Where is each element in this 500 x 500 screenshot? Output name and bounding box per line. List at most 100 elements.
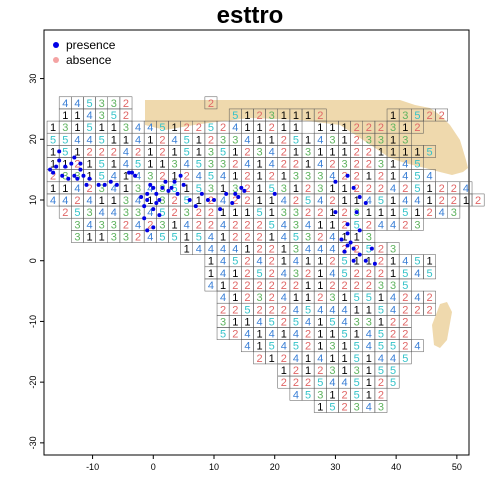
grid-cell-label: 5	[305, 195, 311, 207]
grid-cell-label: 4	[244, 159, 250, 171]
grid-cell: 4	[277, 193, 291, 207]
grid-cell-label: 5	[414, 256, 420, 268]
grid-cell-label: 4	[135, 219, 141, 231]
grid-cell: 1	[313, 278, 327, 292]
grid-cell-label: 2	[378, 244, 384, 256]
grid-cell: 5	[180, 132, 194, 146]
grid-cell-label: 1	[341, 183, 347, 195]
grid-cell-label: 5	[378, 304, 384, 316]
grid-cell-label: 1	[354, 304, 360, 316]
grid-cell-label: 2	[147, 219, 153, 231]
grid-cell: 3	[204, 181, 218, 195]
grid-cell: 2	[253, 217, 266, 231]
grid-cell-label: 4	[402, 171, 408, 183]
grid-cell: 1	[119, 181, 133, 195]
grid-cell: 2	[374, 169, 388, 183]
grid-cell-label: 2	[354, 122, 360, 134]
grid-cell: 2	[265, 242, 278, 256]
grid-cell: 2	[95, 145, 109, 158]
grid-cell: 4	[241, 157, 254, 171]
grid-cell-label: 2	[439, 110, 445, 122]
grid-cell-label: 1	[281, 110, 287, 122]
grid-cell-label: 2	[74, 159, 80, 171]
grid-cell-label: 5	[402, 268, 408, 280]
grid-cell: 1	[71, 120, 84, 134]
chart-title: esttro	[216, 2, 284, 29]
grid-cell-label: 5	[414, 183, 420, 195]
grid-cell-label: 2	[244, 146, 250, 158]
presence-point	[51, 170, 56, 175]
grid-cell-label: 2	[354, 280, 360, 292]
grid-cell-label: 1	[305, 256, 311, 268]
grid-cell: 2	[241, 145, 254, 158]
grid-cell-label: 1	[329, 389, 335, 401]
grid-cell-label: 2	[451, 183, 457, 195]
grid-cell-label: 4	[147, 183, 153, 195]
grid-cell-label: 1	[74, 122, 80, 134]
grid-cell: 5	[350, 290, 363, 304]
grid-cell-label: 2	[232, 195, 238, 207]
grid-cell: 2	[131, 230, 145, 243]
grid-cells-layer: 4 4 5 3 3 2 21 1 4 3 5 2 5 1 2 3 1 1 1 2 1 3 5 2 21 3 1 5 1 1 3 4 4 5 1 2 2 5…	[46, 96, 485, 413]
grid-cell-label: 2	[244, 231, 250, 243]
grid-cell-label: 1	[329, 146, 335, 158]
presence-point	[66, 176, 71, 181]
grid-cell: 4	[398, 254, 412, 268]
grid-cell-label: 1	[402, 122, 408, 134]
grid-cell-box	[435, 108, 448, 122]
grid-cell: 4	[338, 302, 351, 316]
grid-cell-label: 2	[196, 207, 202, 219]
grid-cell-label: 1	[293, 146, 299, 158]
grid-cell: 5	[156, 205, 169, 219]
grid-cell: 5	[423, 266, 436, 280]
grid-cell-label: 2	[378, 377, 384, 389]
grid-cell-label: 2	[281, 316, 287, 328]
grid-cell-label: 1	[269, 353, 275, 365]
grid-cell: 4	[119, 145, 133, 158]
grid-cell: 2	[362, 157, 376, 171]
grid-cell-box	[423, 302, 436, 316]
grid-cell-label: 5	[414, 110, 420, 122]
presence-point	[148, 182, 153, 187]
grid-cell: 2	[289, 363, 303, 377]
grid-cell: 2	[277, 278, 291, 292]
grid-cell: 3	[374, 400, 388, 413]
legend-presence-marker	[53, 42, 59, 48]
grid-cell-label: 4	[74, 98, 80, 110]
grid-cell: 3	[350, 363, 363, 377]
grid-cell-label: 4	[244, 329, 250, 341]
presence-point	[114, 182, 119, 187]
grid-cell-label: 2	[184, 171, 190, 183]
grid-cell-label: 2	[208, 134, 214, 146]
presence-point	[96, 182, 101, 187]
grid-cell-label: 2	[378, 256, 384, 268]
grid-cell: 1	[46, 120, 60, 134]
grid-cell: 4	[95, 205, 109, 219]
presence-point	[127, 170, 131, 175]
grid-cell: 3	[301, 145, 315, 158]
grid-cell: 1	[253, 169, 266, 183]
grid-cell: 1	[83, 230, 96, 243]
grid-cell-label: 4	[135, 122, 141, 134]
grid-cell: 1	[374, 290, 388, 304]
grid-cell: 3	[204, 157, 218, 171]
presence-point	[133, 173, 138, 178]
grid-cell-label: 2	[220, 304, 226, 316]
grid-cell-label: 2	[244, 183, 250, 195]
grid-cell: 2	[411, 302, 424, 316]
grid-cell-label: 1	[281, 329, 287, 341]
grid-cell: 4	[143, 230, 157, 243]
grid-cell: 2	[289, 193, 303, 207]
grid-cell: 4	[119, 157, 133, 171]
grid-cell-label: 4	[135, 134, 141, 146]
grid-cell-label: 1	[293, 110, 299, 122]
grid-cell-label: 2	[354, 171, 360, 183]
grid-cell-label: 1	[341, 134, 347, 146]
grid-cell: 2	[265, 169, 278, 183]
grid-cell-label: 3	[390, 122, 396, 134]
grid-cell: 2	[277, 145, 291, 158]
grid-cell: 3	[301, 169, 315, 183]
grid-cell-label: 2	[256, 244, 262, 256]
grid-cell: 4	[411, 266, 424, 280]
grid-cell-label: 2	[171, 195, 177, 207]
